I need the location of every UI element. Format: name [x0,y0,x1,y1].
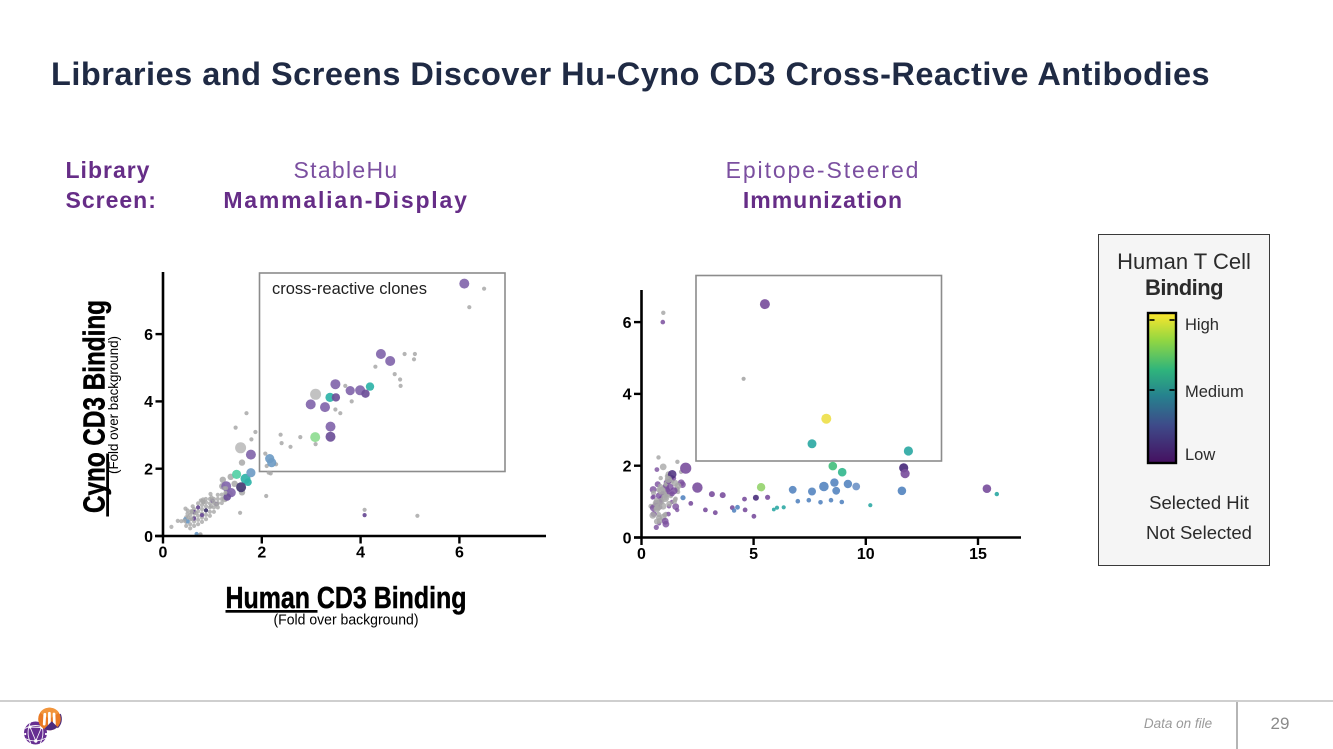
svg-text:0: 0 [144,529,153,546]
svg-text:2: 2 [257,545,266,562]
svg-text:cross-reactive clones: cross-reactive clones [272,280,427,298]
svg-text:Cyno CD3 Binding: Cyno CD3 Binding [77,300,112,513]
svg-text:5: 5 [749,546,758,563]
svg-text:0: 0 [623,530,632,547]
svg-text:(Fold over background): (Fold over background) [105,336,121,474]
svg-text:2: 2 [623,459,632,476]
svg-text:10: 10 [857,546,875,563]
svg-text:6: 6 [144,327,153,344]
svg-text:6: 6 [623,315,632,332]
svg-text:15: 15 [969,546,987,563]
svg-text:4: 4 [356,545,365,562]
svg-text:6: 6 [455,545,464,562]
svg-text:4: 4 [623,387,632,404]
svg-text:2: 2 [144,462,153,479]
svg-text:(Fold over background): (Fold over background) [274,613,419,629]
svg-text:4: 4 [144,394,153,411]
svg-text:Human CD3 Binding: Human CD3 Binding [226,580,467,615]
svg-text:0: 0 [159,545,168,562]
svg-text:0: 0 [637,546,646,563]
